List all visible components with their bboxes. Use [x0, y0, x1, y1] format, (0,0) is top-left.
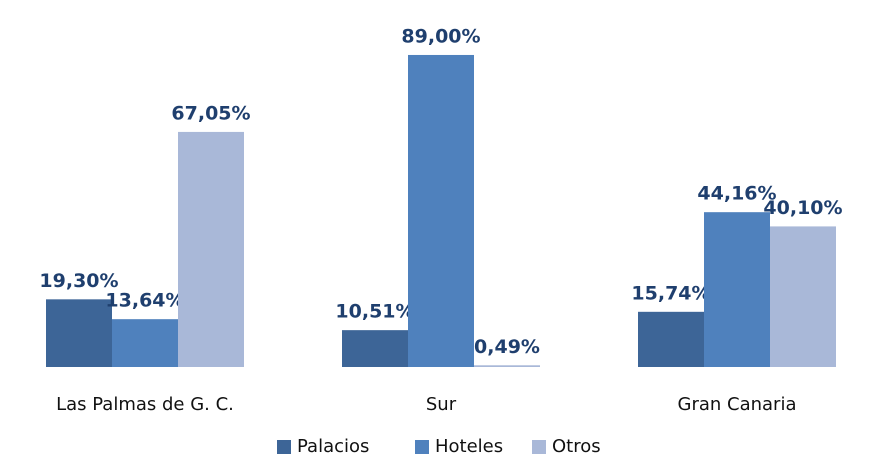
data-label: 44,16% — [697, 183, 776, 205]
legend-label: Otros — [552, 436, 601, 457]
data-label: 15,74% — [631, 282, 710, 304]
category-label: Gran Canaria — [678, 394, 797, 415]
category-label: Sur — [426, 394, 457, 415]
legend-label: Palacios — [297, 436, 369, 457]
data-label: 19,30% — [39, 270, 118, 292]
bar — [408, 54, 474, 367]
bar — [112, 319, 178, 367]
legend-label: Hoteles — [435, 436, 503, 457]
data-label: 40,10% — [763, 197, 842, 219]
data-label: 13,64% — [105, 290, 184, 312]
bar — [638, 311, 704, 367]
bar — [46, 299, 112, 367]
bar — [770, 226, 836, 367]
legend-swatch — [277, 440, 291, 454]
category-label: Las Palmas de G. C. — [56, 394, 234, 415]
legend-swatch — [415, 440, 429, 454]
legend-swatch — [532, 440, 546, 454]
data-label: 89,00% — [401, 25, 480, 47]
data-label: 67,05% — [171, 102, 250, 124]
bar — [474, 365, 540, 367]
data-label: 0,49% — [474, 336, 540, 358]
data-label: 10,51% — [335, 301, 414, 323]
bar — [342, 330, 408, 367]
bar — [178, 131, 244, 367]
bar — [704, 212, 770, 367]
